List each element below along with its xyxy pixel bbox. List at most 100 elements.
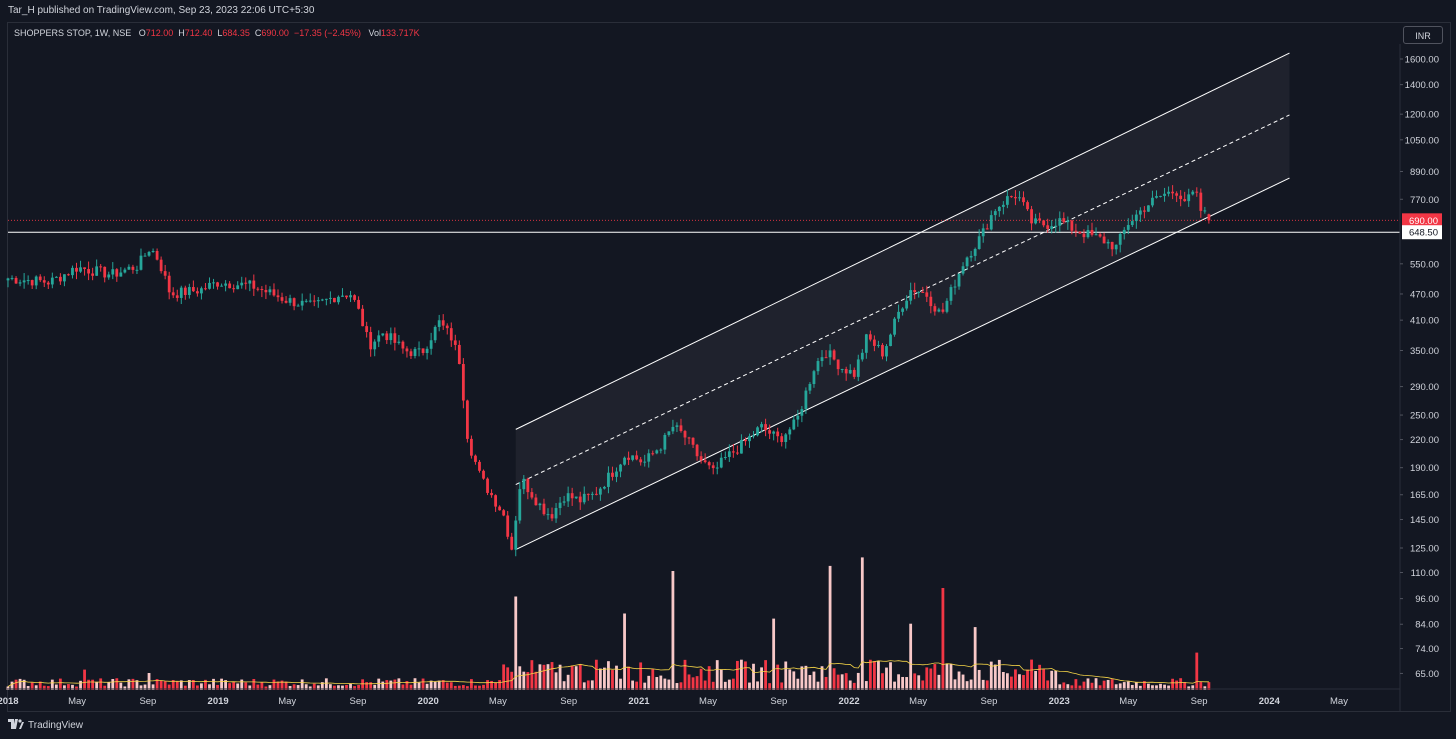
volume-bar bbox=[703, 680, 707, 690]
candle-body bbox=[518, 489, 522, 521]
volume-bar bbox=[929, 668, 933, 690]
candle-body bbox=[1195, 191, 1199, 193]
tradingview-brand[interactable]: TradingView bbox=[28, 720, 84, 731]
candle-body bbox=[385, 333, 389, 341]
candle-body bbox=[526, 478, 530, 493]
candle-body bbox=[917, 291, 921, 293]
price-tick-label: 250.00 bbox=[1410, 411, 1439, 422]
candle-body bbox=[139, 255, 143, 270]
volume-bar bbox=[615, 665, 618, 690]
volume-bar bbox=[1094, 678, 1098, 690]
volume-bar bbox=[34, 685, 38, 690]
volume-bar bbox=[1138, 685, 1142, 690]
last-price-badge-label: 690.00 bbox=[1409, 216, 1438, 227]
candle-body bbox=[973, 249, 977, 256]
candle-body bbox=[893, 318, 896, 335]
time-tick-label: Sep bbox=[139, 696, 156, 707]
volume-bar bbox=[457, 685, 461, 690]
candle-body bbox=[574, 496, 578, 499]
volume-bar bbox=[1082, 681, 1086, 690]
candle-body bbox=[816, 361, 820, 372]
candle-body bbox=[683, 431, 687, 438]
low-label: L bbox=[217, 28, 223, 38]
candle-body bbox=[1147, 205, 1150, 212]
candle-body bbox=[659, 449, 663, 451]
candle-body bbox=[1074, 230, 1078, 232]
candle-body bbox=[735, 452, 739, 454]
candle-body bbox=[361, 308, 365, 327]
candle-body bbox=[534, 497, 538, 506]
candle-body bbox=[50, 277, 54, 285]
volume-bar bbox=[1010, 676, 1013, 690]
candle-body bbox=[34, 276, 38, 286]
level-badge bbox=[1402, 225, 1442, 240]
channel-mid-line[interactable] bbox=[515, 114, 1290, 486]
volume-bar bbox=[554, 672, 558, 690]
price-axis[interactable]: 1600.00 1400.00 1200.00 1050.00 890.00 770.00… bbox=[1399, 44, 1439, 712]
candle-body bbox=[357, 299, 360, 309]
volume-bar bbox=[179, 680, 183, 690]
candle-body bbox=[731, 451, 735, 453]
candle-body bbox=[1126, 225, 1130, 230]
price-tick-label: 145.00 bbox=[1410, 515, 1439, 526]
time-axis[interactable]: 2018 May Sep 2019 May Sep 2020 May Sep 2021 May Sep… bbox=[0, 688, 1400, 707]
candle-body bbox=[292, 298, 296, 307]
volume-bar bbox=[1054, 670, 1058, 690]
candle-body bbox=[465, 400, 469, 439]
time-tick-label: 2018 bbox=[0, 696, 19, 707]
candle-body bbox=[985, 228, 989, 230]
candle-body bbox=[885, 346, 888, 357]
volume-bar bbox=[1195, 652, 1199, 690]
candle-body bbox=[316, 300, 320, 302]
volume-bar bbox=[155, 679, 159, 690]
volume-bar bbox=[506, 667, 510, 690]
volume-bar bbox=[985, 680, 989, 690]
volume-bar bbox=[216, 684, 219, 690]
candle-body bbox=[566, 493, 570, 502]
volume-bar bbox=[280, 680, 284, 690]
volume-bar bbox=[498, 680, 502, 690]
volume-bar bbox=[647, 675, 651, 690]
candle-body bbox=[607, 472, 610, 487]
volume-bar bbox=[405, 681, 409, 690]
volume-bar bbox=[1203, 686, 1207, 690]
volume-bar bbox=[490, 680, 493, 690]
volume-bar bbox=[308, 686, 312, 690]
price-tick-label: 350.00 bbox=[1410, 346, 1439, 357]
currency-button[interactable]: INR bbox=[1403, 26, 1443, 44]
volume-bar bbox=[1046, 680, 1050, 690]
volume-bar bbox=[699, 668, 703, 690]
channel-lower-line[interactable] bbox=[515, 177, 1290, 550]
volume-bar bbox=[828, 565, 832, 690]
volume-bar bbox=[792, 671, 796, 690]
candle-body bbox=[1050, 226, 1054, 229]
candle-body bbox=[449, 328, 453, 341]
volume-bar bbox=[365, 682, 369, 690]
symbol-name[interactable]: SHOPPERS STOP, 1W, NSE bbox=[14, 28, 132, 38]
volume-bar bbox=[852, 682, 856, 690]
volume-bar bbox=[683, 659, 687, 690]
volume-ma-line bbox=[7, 660, 1209, 687]
volume-bar bbox=[200, 683, 203, 690]
price-tick-label: 110.00 bbox=[1411, 568, 1439, 579]
volume-bar bbox=[619, 678, 622, 690]
candle-body bbox=[740, 440, 743, 454]
volume-bar bbox=[756, 681, 759, 690]
candle-body bbox=[200, 288, 203, 294]
volume-bar bbox=[417, 682, 421, 690]
candle-body bbox=[14, 277, 18, 284]
price-tick-label: 190.00 bbox=[1410, 463, 1439, 474]
volume-bar bbox=[864, 681, 868, 690]
candle-body bbox=[603, 486, 606, 489]
volume-bar bbox=[731, 678, 735, 690]
candle-body bbox=[1005, 196, 1009, 205]
candle-body bbox=[582, 493, 586, 503]
candle-body bbox=[897, 311, 900, 319]
volume-bar bbox=[461, 685, 465, 690]
candle-body bbox=[1199, 192, 1203, 211]
candle-body bbox=[611, 472, 614, 477]
candle-body bbox=[1026, 202, 1029, 210]
channel-upper-line[interactable] bbox=[515, 52, 1290, 430]
candle-body bbox=[514, 520, 518, 550]
